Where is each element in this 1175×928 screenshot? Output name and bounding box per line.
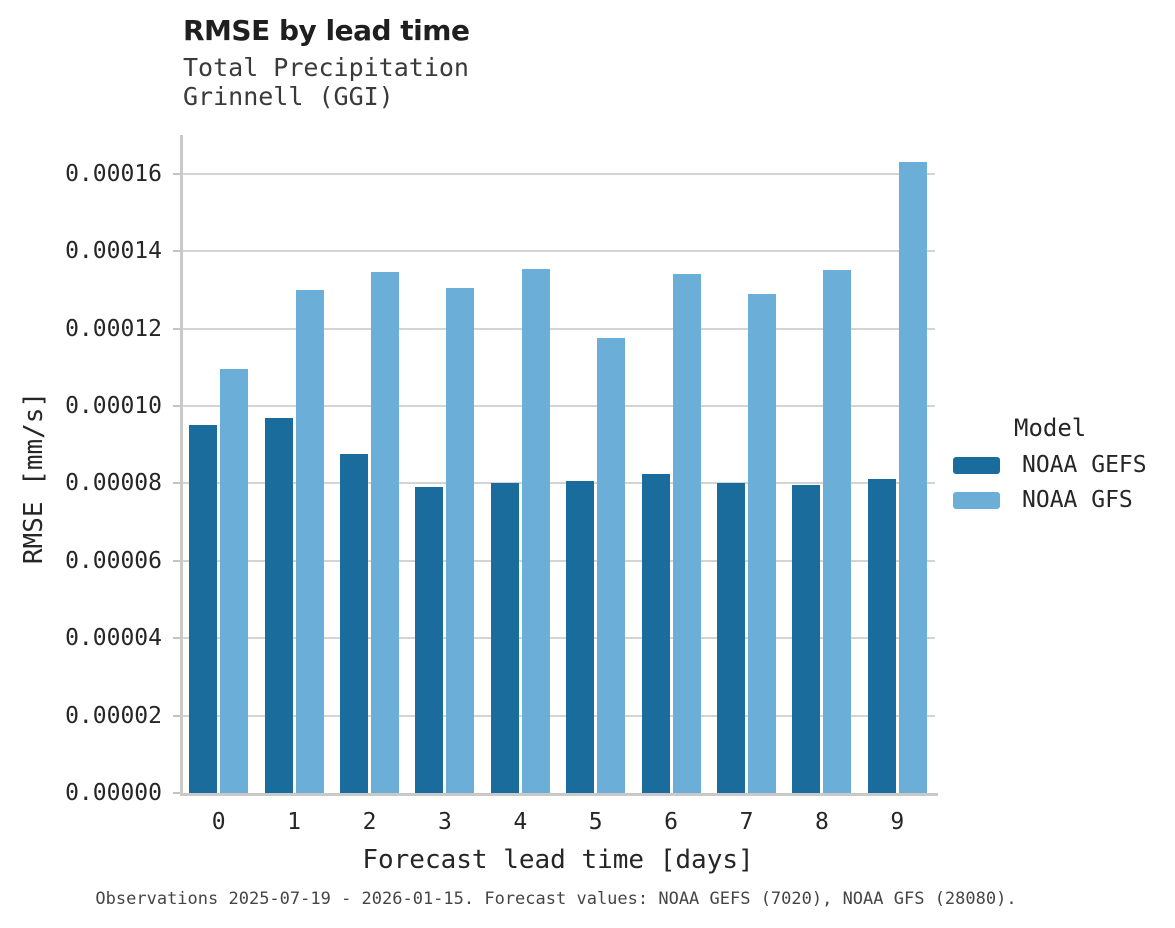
bar-noaa-gfs-day-7 xyxy=(748,293,776,793)
bar-noaa-gfs-day-4 xyxy=(521,268,550,793)
y-tick-mark xyxy=(173,172,180,175)
y-tick-label: 0.00002 xyxy=(65,702,162,729)
bar-noaa-gefs-day-9 xyxy=(867,479,896,793)
legend-label-noaa-gfs: NOAA GFS xyxy=(1022,487,1133,513)
x-tick-label: 2 xyxy=(362,809,377,835)
y-tick-label: 0.00012 xyxy=(65,315,162,342)
x-axis-spine xyxy=(180,793,938,796)
x-tick-label: 7 xyxy=(739,809,754,835)
legend-item-noaa-gefs: NOAA GEFS xyxy=(953,451,1147,479)
gridline xyxy=(181,714,935,717)
x-tick-label: 6 xyxy=(664,809,679,835)
y-tick-label: 0.00010 xyxy=(65,392,162,419)
y-tick-mark xyxy=(173,404,180,407)
y-tick-mark xyxy=(173,327,180,330)
x-tick-label: 5 xyxy=(588,809,603,835)
gridline xyxy=(181,482,935,485)
subtitle-line-1: Total Precipitation xyxy=(183,53,469,82)
y-tick-mark xyxy=(173,250,180,253)
y-tick-mark xyxy=(173,637,180,640)
y-tick-mark xyxy=(173,792,180,794)
legend-title: Model xyxy=(1014,414,1087,442)
gridline xyxy=(181,637,935,640)
x-tick-label: 8 xyxy=(814,809,829,835)
y-tick-label: 0.00000 xyxy=(65,780,162,806)
chart-header: RMSE by lead time Total Precipitation Gr… xyxy=(183,14,470,111)
gridline xyxy=(181,404,935,407)
gridline xyxy=(181,172,935,175)
y-tick-label: 0.00008 xyxy=(65,470,162,497)
bar-noaa-gfs-day-6 xyxy=(672,274,701,793)
y-tick-label: 0.00006 xyxy=(65,547,162,574)
bar-noaa-gefs-day-8 xyxy=(792,485,821,793)
legend: Model NOAA GEFS NOAA GFS xyxy=(953,413,1147,514)
legend-item-noaa-gfs: NOAA GFS xyxy=(953,486,1147,514)
y-tick-mark xyxy=(173,482,180,485)
bar-noaa-gfs-day-8 xyxy=(823,270,852,793)
bar-noaa-gfs-day-2 xyxy=(371,272,399,793)
y-tick-mark xyxy=(173,714,180,717)
bar-noaa-gfs-day-9 xyxy=(898,162,927,793)
legend-swatch-noaa-gfs xyxy=(953,491,1000,509)
x-axis-title: Forecast lead time [days] xyxy=(362,845,754,875)
bar-noaa-gefs-day-1 xyxy=(264,417,293,793)
bar-noaa-gefs-day-6 xyxy=(641,473,670,793)
bar-noaa-gefs-day-7 xyxy=(717,483,745,793)
y-tick-label: 0.00014 xyxy=(65,238,162,265)
bar-noaa-gefs-day-0 xyxy=(189,425,218,793)
gridline xyxy=(181,327,935,330)
legend-label-noaa-gefs: NOAA GEFS xyxy=(1022,452,1147,478)
x-tick-label: 1 xyxy=(287,809,302,835)
bar-noaa-gefs-day-4 xyxy=(490,483,519,793)
gridline xyxy=(181,559,935,562)
x-tick-label: 0 xyxy=(211,809,226,835)
x-tick-label: 4 xyxy=(513,809,528,835)
y-tick-mark xyxy=(173,559,180,562)
bar-noaa-gfs-day-5 xyxy=(597,338,626,793)
y-axis-spine xyxy=(180,135,183,796)
x-tick-label: 3 xyxy=(437,809,452,835)
subtitle-line-2: Grinnell (GGI) xyxy=(183,82,394,111)
legend-swatch-noaa-gefs xyxy=(953,456,1000,474)
bar-noaa-gefs-day-2 xyxy=(340,454,368,793)
y-tick-label: 0.00016 xyxy=(65,160,162,187)
plot-area xyxy=(181,135,935,793)
chart-subtitle: Total Precipitation Grinnell (GGI) xyxy=(183,53,469,111)
y-tick-label: 0.00004 xyxy=(65,625,162,652)
gridline xyxy=(181,250,935,253)
bar-noaa-gefs-day-5 xyxy=(566,481,595,793)
chart-title: RMSE by lead time xyxy=(183,14,470,47)
bar-noaa-gefs-day-3 xyxy=(415,487,444,793)
bar-noaa-gfs-day-0 xyxy=(220,369,249,793)
caption: Observations 2025-07-19 - 2026-01-15. Fo… xyxy=(95,889,1017,909)
x-tick-label: 9 xyxy=(890,809,905,835)
bar-noaa-gfs-day-3 xyxy=(446,287,475,793)
bar-noaa-gfs-day-1 xyxy=(295,289,324,793)
